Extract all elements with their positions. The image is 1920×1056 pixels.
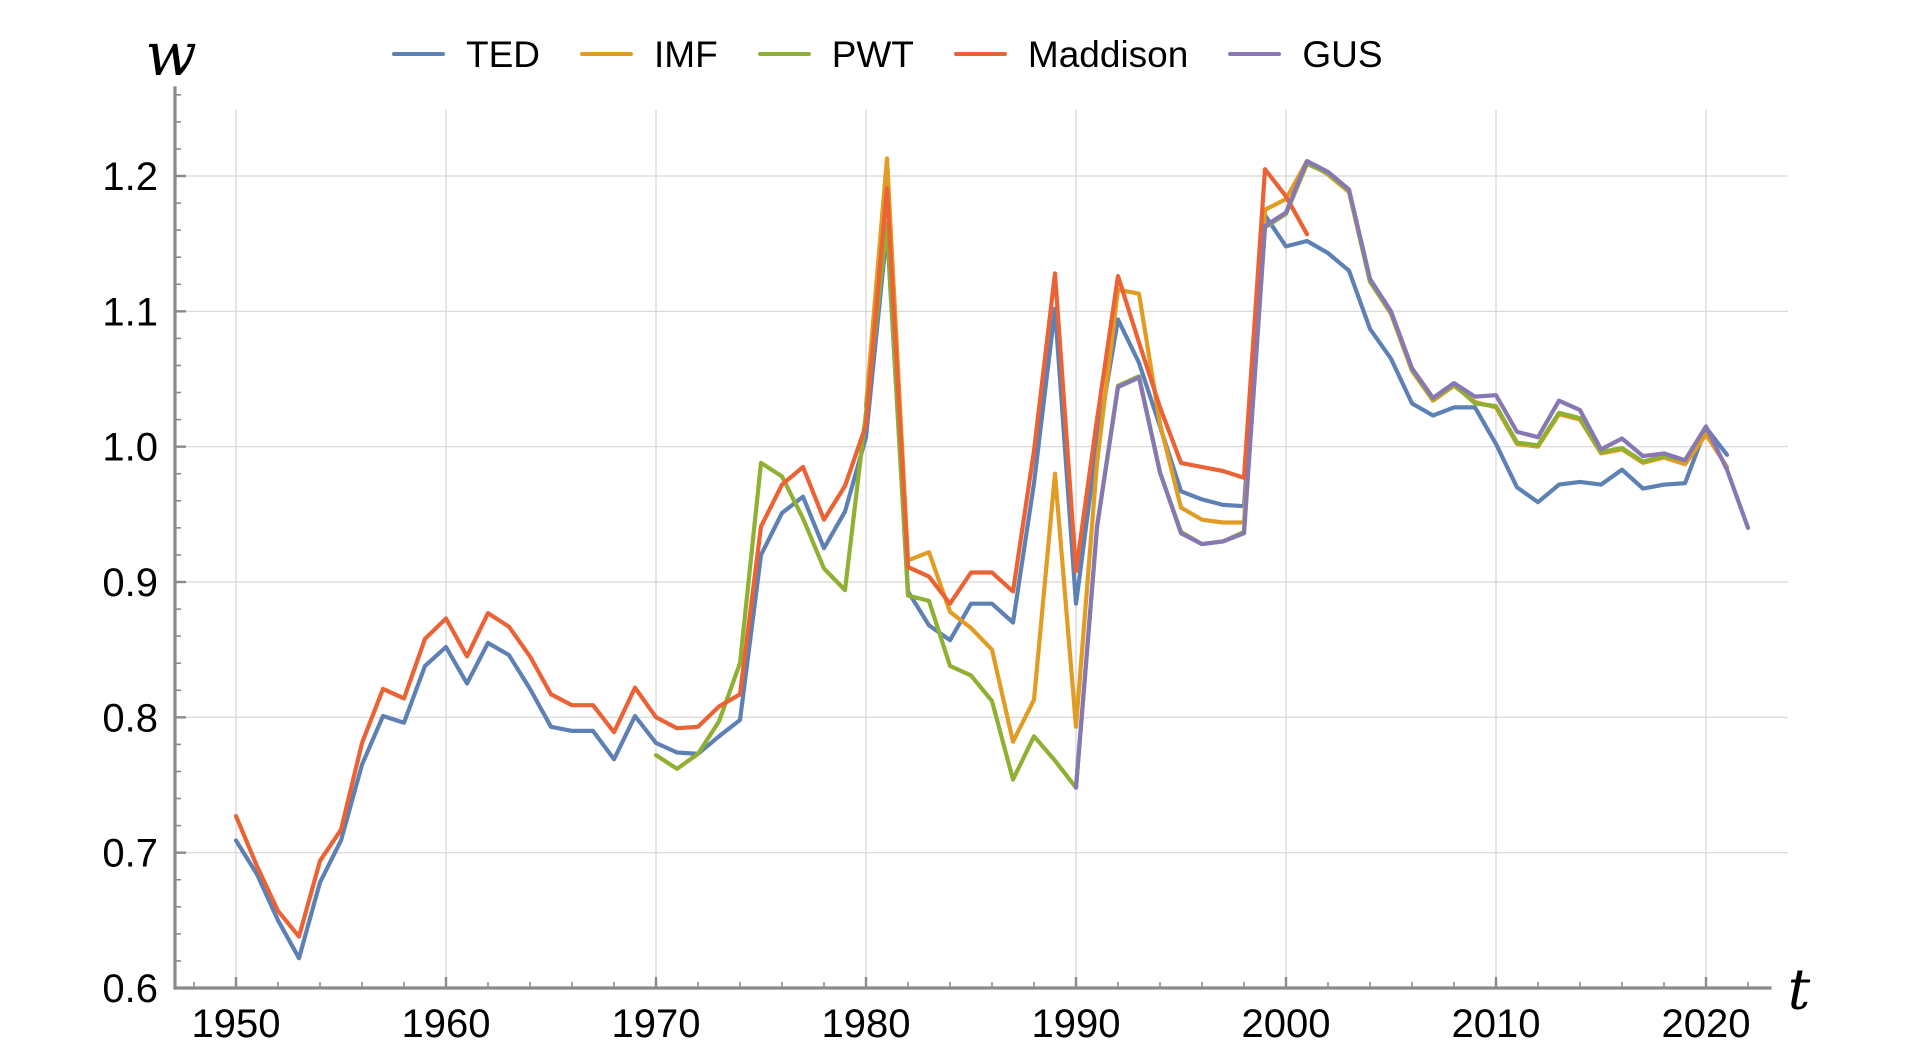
legend-item-Maddison: Maddison: [953, 33, 1189, 75]
legend-label-IMF: IMF: [654, 33, 718, 75]
legend-label-PWT: PWT: [831, 33, 914, 75]
legend-label-Maddison: Maddison: [1027, 33, 1189, 75]
axes: [173, 86, 1772, 990]
y-axis-label: w: [145, 20, 197, 90]
legend-label-TED: TED: [466, 33, 540, 75]
y-tick-label: 1.2: [102, 155, 158, 199]
legend-item-IMF: IMF: [580, 36, 718, 73]
axis-ticks: [175, 94, 1749, 990]
y-tick-label: 1.0: [102, 426, 158, 470]
legend-swatch-TED: [392, 51, 445, 57]
series-line-TED: [233, 213, 1730, 961]
legend-item-TED: TED: [392, 36, 540, 73]
legend-swatch-PWT: [757, 51, 811, 57]
legend-item-PWT: PWT: [757, 33, 914, 75]
y-tick-label: 0.8: [102, 696, 158, 740]
y-tick-label: 0.7: [102, 832, 158, 876]
x-tick-label: 1980: [822, 1002, 911, 1046]
x-tick-label: 1960: [402, 1002, 491, 1046]
series-line-GUS: [1073, 159, 1751, 790]
tick-labels: 1950 1960 1970 1980 1990 2000 2010 2020 0.6 0.7 0.…: [102, 155, 1750, 1046]
legend-swatch-IMF: [580, 51, 633, 57]
x-tick-label: 1990: [1032, 1002, 1121, 1046]
x-tick-label: 2010: [1452, 1002, 1541, 1046]
legend-item-GUS: GUS: [1228, 33, 1383, 75]
legend-label-GUS: GUS: [1302, 33, 1383, 75]
legend-swatch-GUS: [1228, 51, 1282, 57]
series-lines: [233, 156, 1751, 961]
y-tick-label: 0.9: [102, 561, 158, 605]
y-tick-label: 0.6: [102, 967, 158, 1011]
gridlines: [175, 110, 1788, 988]
legend-swatch-Maddison: [953, 51, 1007, 57]
x-tick-label: 1950: [192, 1002, 281, 1046]
x-axis-label: t: [1787, 957, 1811, 1023]
y-tick-label: 1.1: [102, 290, 158, 334]
chart-legend: TED IMF PWT Maddison GUS: [392, 33, 1383, 75]
series-line-Maddison: [233, 167, 1310, 939]
x-tick-label: 2020: [1662, 1002, 1751, 1046]
x-tick-label: 1970: [612, 1002, 701, 1046]
series-line-PWT: [653, 161, 1688, 790]
x-tick-label: 2000: [1242, 1002, 1331, 1046]
